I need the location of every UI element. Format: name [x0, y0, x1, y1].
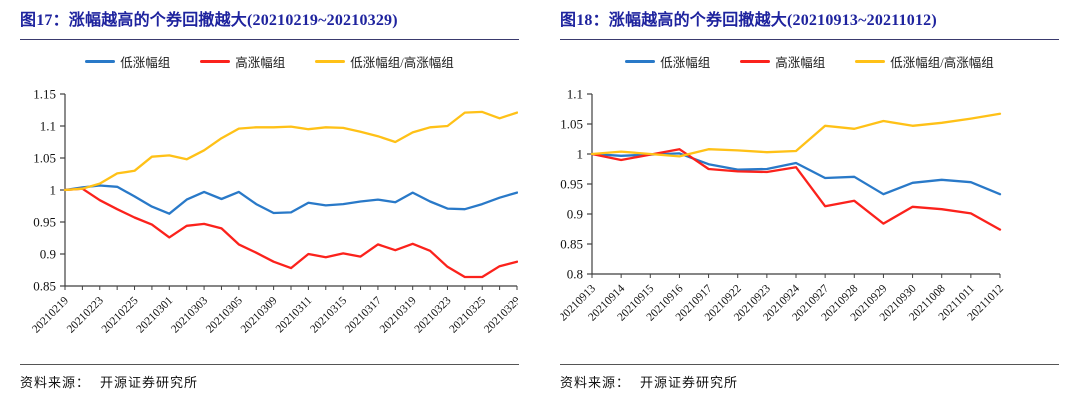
- source-label: 资料来源：: [20, 375, 91, 390]
- x-tick-label: 20210223: [65, 294, 106, 335]
- y-tick-label: 0.95: [560, 177, 583, 192]
- source-text: 开源证券研究所: [640, 375, 739, 390]
- legend-item: 高涨幅组: [740, 52, 825, 71]
- legend-item: 高涨幅组: [200, 52, 285, 71]
- y-tick-label: 1: [50, 183, 57, 198]
- figure-17-title: 图17：涨幅越高的个券回撤越大(20210219~20210329): [20, 8, 519, 40]
- y-tick-label: 0.8: [567, 267, 583, 282]
- x-tick-label: 20210301: [134, 294, 175, 335]
- series-line-red: [590, 148, 1002, 231]
- series-line-blue: [590, 152, 1002, 196]
- figure-17-line-chart: 0.850.90.9511.051.11.1520210219202102232…: [30, 87, 518, 336]
- series-line-red: [63, 187, 518, 279]
- x-tick-label: 20210305: [204, 294, 245, 335]
- figure-17-source-row: 资料来源： 开源证券研究所: [20, 364, 519, 391]
- y-tick-label: 0.95: [33, 215, 56, 230]
- legend-line-swatch-blue: [625, 59, 656, 63]
- x-tick-label: 20210311: [274, 294, 315, 335]
- source-label: 资料来源：: [560, 375, 631, 390]
- y-tick-label: 1.15: [33, 87, 56, 102]
- legend-label: 低涨幅组/高涨幅组: [890, 55, 994, 70]
- series-line-yellow: [590, 112, 1002, 158]
- figure-18-legend: 低涨幅组 高涨幅组 低涨幅组/高涨幅组: [560, 52, 1059, 70]
- x-tick-label: 20210225: [100, 294, 141, 335]
- legend-item: 低涨幅组/高涨幅组: [315, 52, 454, 71]
- y-tick-label: 0.85: [560, 237, 583, 252]
- figure-17: 图17：涨幅越高的个券回撤越大(20210219~20210329) 低涨幅组 高…: [20, 8, 519, 391]
- legend-item: 低涨幅组/高涨幅组: [855, 52, 994, 71]
- legend-line-swatch-yellow: [855, 59, 886, 63]
- x-tick-label: 20210309: [239, 294, 280, 335]
- y-tick-label: 0.85: [33, 279, 56, 294]
- source-text: 开源证券研究所: [100, 375, 199, 390]
- y-tick-label: 1.1: [567, 87, 583, 102]
- figure-18-line-chart: 0.80.850.90.9511.051.1202109132021091420…: [560, 87, 1006, 324]
- legend-line-swatch-blue: [85, 59, 116, 63]
- y-tick-label: 0.9: [567, 207, 583, 222]
- legend-label: 高涨幅组: [235, 55, 286, 70]
- legend-label: 高涨幅组: [775, 55, 826, 70]
- y-tick-label: 1.05: [33, 151, 56, 166]
- x-tick-label: 20210317: [343, 294, 384, 335]
- x-tick-label: 20210315: [308, 294, 349, 335]
- figure-18-source-row: 资料来源： 开源证券研究所: [560, 364, 1059, 391]
- figure-18: 图18：涨幅越高的个券回撤越大(20210913~20211012) 低涨幅组 高…: [540, 0, 1080, 414]
- x-tick-label: 20210323: [413, 294, 454, 335]
- x-tick-label: 20210325: [447, 294, 488, 335]
- legend-item: 低涨幅组: [85, 52, 170, 71]
- y-tick-label: 1.1: [40, 119, 56, 134]
- legend-line-swatch-red: [740, 59, 771, 63]
- legend-line-swatch-yellow: [315, 59, 346, 63]
- legend-label: 低涨幅组/高涨幅组: [350, 55, 454, 70]
- series-line-blue: [63, 184, 518, 215]
- x-tick-label: 20210329: [482, 294, 518, 335]
- legend-label: 低涨幅组: [660, 55, 711, 70]
- y-tick-label: 1: [577, 147, 584, 162]
- legend-item: 低涨幅组: [625, 52, 710, 71]
- legend-label: 低涨幅组: [120, 55, 171, 70]
- x-tick-label: 20210303: [169, 294, 210, 335]
- legend-line-swatch-red: [200, 59, 231, 63]
- y-tick-label: 1.05: [560, 117, 583, 132]
- figure-17-legend: 低涨幅组 高涨幅组 低涨幅组/高涨幅组: [20, 52, 519, 70]
- figure-18-title: 图18：涨幅越高的个券回撤越大(20210913~20211012): [560, 8, 1059, 40]
- x-tick-label: 20210319: [378, 294, 419, 335]
- y-tick-label: 0.9: [40, 247, 56, 262]
- x-tick-label: 20210219: [30, 294, 71, 335]
- series-line-yellow: [63, 110, 518, 192]
